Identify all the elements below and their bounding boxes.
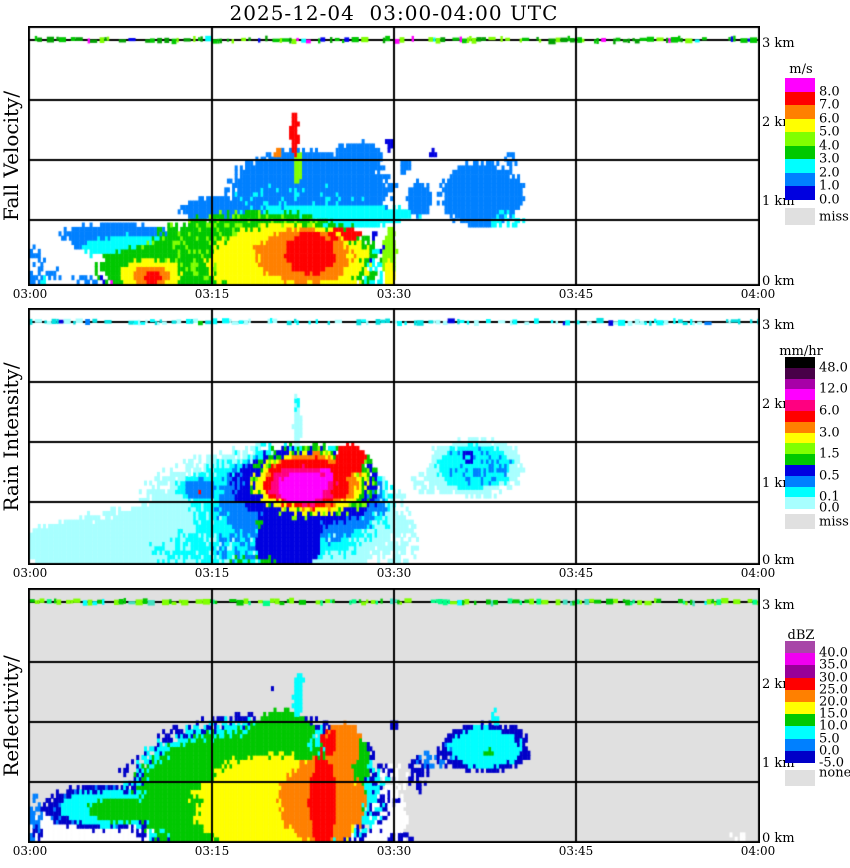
legend-swatch: [785, 421, 815, 434]
x-tick-label: 04:00: [740, 287, 776, 301]
legend-value-label: 0.1: [819, 489, 840, 505]
x-tick-label: 03:45: [558, 287, 594, 301]
legend-value-label: 7.0: [819, 97, 840, 113]
legend-miss-label: miss: [819, 209, 849, 224]
y-axis-label-rain-intensity: Rain Intensity/: [0, 361, 23, 512]
legend-swatch: [785, 475, 815, 488]
legend-value-label: 5.0: [819, 124, 840, 140]
legend-swatch: [785, 714, 815, 727]
legend-swatch: [785, 172, 815, 187]
legend-value-label: 8.0: [819, 84, 840, 99]
legend-value-label: 0.0: [819, 500, 840, 516]
legend-value-label: 25.0: [819, 682, 848, 698]
km-label-0km: 0 km: [762, 274, 795, 289]
legend-swatch: [785, 443, 815, 455]
y-axis-label-reflectivity: Reflectivity/: [0, 654, 23, 777]
legend-value-label: 4.0: [819, 138, 840, 153]
legend-value-label: 0.5: [819, 468, 840, 484]
legend-title-reflectivity: dBZ: [787, 628, 815, 643]
legend-value-label: 0.0: [819, 743, 840, 759]
legend-swatch: [785, 486, 815, 498]
legend-swatch: [785, 91, 815, 106]
x-tick-label: 03:15: [194, 287, 230, 301]
x-tick-label: 03:30: [376, 566, 412, 580]
legend-value-label: 3.0: [819, 151, 840, 167]
legend-value-label: 1.0: [819, 178, 840, 194]
legend-title-rain-intensity: mm/hr: [779, 344, 823, 359]
legend-swatch: [785, 132, 815, 146]
legend-swatch: [785, 726, 815, 740]
x-tick-label: 04:00: [740, 844, 776, 858]
x-tick-label: 04:00: [740, 566, 776, 580]
legend-value-label: 35.0: [819, 657, 848, 673]
legend-swatch: [785, 702, 815, 715]
legend-swatch: [785, 357, 815, 369]
legend-swatch: [785, 653, 815, 666]
legend-miss-label: none: [819, 765, 850, 781]
legend-value-label: 30.0: [819, 670, 848, 686]
legend-miss-swatch: [785, 770, 815, 786]
x-tick-label: 03:45: [558, 566, 594, 580]
km-label-0km: 0 km: [762, 553, 795, 568]
chart-title: 2025-12-04 03:00-04:00 UTC: [229, 1, 559, 25]
legend-miss-label: miss: [819, 514, 849, 529]
x-tick-label: 03:15: [194, 566, 230, 580]
km-label-3km: 3 km: [762, 318, 795, 333]
legend-swatch: [785, 432, 815, 444]
legend-value-label: 2.0: [819, 165, 840, 180]
x-tick-label: 03:15: [194, 844, 230, 858]
legend-swatch: [785, 105, 815, 119]
legend-swatch: [785, 465, 815, 477]
legend-value-label: 10.0: [819, 718, 848, 734]
legend-value-label: 40.0: [819, 645, 848, 661]
legend-swatch: [785, 145, 815, 160]
legend-swatch: [785, 750, 815, 764]
km-label-3km: 3 km: [762, 598, 795, 613]
km-label-0km: 0 km: [762, 831, 795, 846]
legend-swatch: [785, 78, 815, 92]
legend-value-label: 12.0: [819, 381, 848, 397]
x-tick-label: 03:30: [376, 287, 412, 301]
legend-swatch: [785, 677, 815, 691]
legend-swatch: [785, 367, 815, 380]
legend-miss-swatch: [785, 514, 815, 529]
legend-swatch: [785, 159, 815, 173]
legend-swatch: [785, 665, 815, 679]
legend-value-label: 0.0: [819, 192, 840, 207]
heatmap-canvas-rain-intensity: [28, 308, 760, 565]
heatmap-canvas-reflectivity: [28, 588, 760, 843]
legend-swatch: [785, 641, 815, 654]
legend-swatch: [785, 738, 815, 752]
legend-swatch: [785, 497, 815, 509]
x-tick-label: 03:00: [12, 566, 48, 580]
legend-title-fall-velocity: m/s: [789, 62, 813, 77]
km-label-3km: 3 km: [762, 36, 795, 51]
legend-value-label: 48.0: [819, 360, 848, 376]
legend-miss-swatch: [785, 208, 815, 225]
legend-value-label: 15.0: [819, 706, 848, 722]
legend-swatch: [785, 400, 815, 412]
x-tick-label: 03:30: [376, 844, 412, 858]
legend-swatch: [785, 411, 815, 423]
x-tick-label: 03:00: [12, 287, 48, 301]
legend-value-label: 5.0: [819, 731, 840, 747]
x-tick-label: 03:45: [558, 844, 594, 858]
legend-value-label: 6.0: [819, 403, 840, 419]
legend-swatch: [785, 689, 815, 703]
x-tick-label: 03:00: [12, 844, 48, 858]
y-axis-label-fall-velocity: Fall Velocity/: [0, 90, 23, 222]
legend-swatch: [785, 454, 815, 466]
legend-value-label: 20.0: [819, 694, 848, 710]
legend-value-label: 3.0: [819, 425, 840, 441]
legend-value-label: 1.5: [819, 446, 840, 462]
legend-swatch: [785, 378, 815, 390]
legend-swatch: [785, 186, 815, 200]
legend-value-label: -5.0: [819, 755, 845, 771]
legend-swatch: [785, 118, 815, 133]
legend-value-label: 6.0: [819, 111, 840, 126]
heatmap-canvas-fall-velocity: [28, 26, 760, 286]
legend-swatch: [785, 389, 815, 401]
